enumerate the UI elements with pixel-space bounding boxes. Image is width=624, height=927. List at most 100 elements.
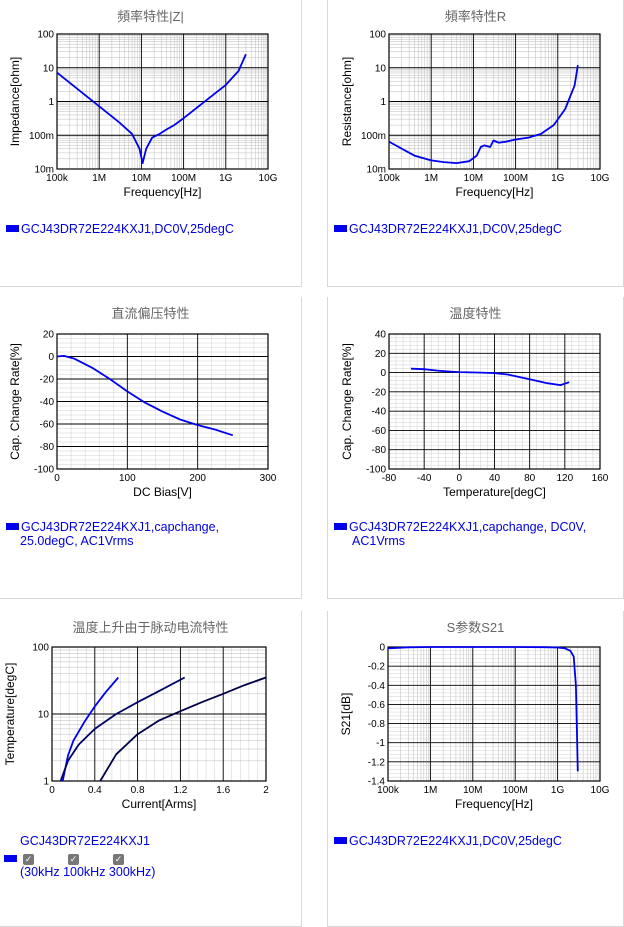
series-line [410,367,570,386]
legend-swatch [4,855,17,862]
y-tick-label: 20 [375,349,387,360]
y-tick-label: -1.2 [368,757,386,768]
legend: GCJ43DR72E224KXJ1 [20,834,150,848]
legend-swatch [6,523,19,530]
y-tick-label: -0.6 [368,700,386,711]
chart-title: 頻率特性R [444,9,507,24]
x-axis-label: Frequency[Hz] [123,185,201,199]
temperature-panel: 温度特性 -80 -40 0 40 80 120 160 40 20 0 -20 -40 -60 -80-… [327,297,624,599]
y-tick-label: -60 [372,426,387,437]
resistance-panel: 頻率特性R 100k 1M 10M 100M 1G 10G 100 10 1 100m 10m Fre… [327,0,624,287]
y-tick-label: 100m [29,131,54,142]
legend-swatch [334,523,347,530]
x-tick-label: 120 [556,473,573,484]
x-tick-label: 40 [489,473,501,484]
series-line [61,676,119,782]
x-tick-label: 80 [524,473,536,484]
y-tick-label: 10 [38,710,50,721]
legend-label: GCJ43DR72E224KXJ1,DC0V,25degC [349,222,562,236]
y-tick-label: -80 [40,442,55,453]
x-tick-label: 10M [132,173,151,184]
temperature-chart: -80 -40 0 40 80 120 16040200-20-40-60-80-100Te… [340,330,609,500]
y-tick-label: -60 [40,420,55,431]
y-tick-label: 10m [35,165,54,176]
legend-swatch [6,225,19,232]
x-tick-label: 300 [260,473,277,484]
x-tick-label: 1G [219,173,233,184]
x-tick-label: 100k [378,173,401,184]
checkbox-30khz[interactable]: ✓ [23,854,34,865]
chart-title: S参数S21 [446,620,505,635]
x-tick-label: 1G [551,173,565,184]
checkbox-100khz[interactable]: ✓ [68,854,79,865]
y-tick-label: 10 [43,63,55,74]
legend[interactable]: GCJ43DR72E224KXJ1,DC0V,25degC [334,222,562,236]
chart-title: 温度上升由于脉动电流特性 [72,620,229,635]
x-tick-label: 100M [503,785,528,796]
y-tick-label: -0.4 [368,681,386,692]
y-axis-label: Resistance[ohm] [340,57,354,146]
series-line [388,64,579,165]
y-axis-label: Impedance[ohm] [8,57,22,146]
y-axis-label: Temperature[degC] [3,663,17,766]
y-tick-label: -20 [40,375,55,386]
x-tick-label: 100 [119,473,136,484]
y-axis-label: Cap. Change Rate[%] [8,343,22,460]
y-tick-label: -40 [372,407,387,418]
legend-swatch [334,225,347,232]
x-tick-label: 100k [46,173,69,184]
legend-label: GCJ43DR72E224KXJ1 [20,834,150,848]
legend-label: GCJ43DR72E224KXJ1,DC0V,25degC [21,222,234,236]
legend[interactable]: GCJ43DR72E224KXJ1,DC0V,25degC [334,834,562,848]
series-line [56,355,234,437]
x-axis-label: Current[Arms] [122,797,197,811]
x-tick-label: 1M [423,785,437,796]
series-line [99,676,267,782]
plot-frame [387,646,601,782]
chart-title: 温度特性 [449,306,502,321]
x-tick-label: 200 [189,473,206,484]
y-tick-label: -1.4 [368,777,386,788]
x-axis-label: Frequency[Hz] [455,185,533,199]
legend[interactable]: GCJ43DR72E224KXJ1,capchange, DC0V, AC1Vr… [334,520,586,548]
x-tick-label: 1M [92,173,106,184]
x-tick-label: 100k [377,785,400,796]
x-tick-label: -80 [382,473,397,484]
series-line [387,646,579,772]
x-tick-label: 2 [263,785,269,796]
legend-label: GCJ43DR72E224KXJ1,DC0V,25degC [349,834,562,848]
y-tick-label: 1 [43,777,49,788]
x-axis-label: Temperature[degC] [443,485,546,499]
x-tick-label: 160 [592,473,609,484]
x-tick-label: -40 [417,473,432,484]
dc-bias-panel: 直流偏压特性 0 100 200 300 20 0 -20 -40 -60 -80 -100 DC B… [0,297,302,599]
y-tick-label: 1 [380,97,386,108]
x-tick-label: 0 [54,473,60,484]
x-tick-label: 1.2 [173,785,187,796]
x-axis-label: DC Bias[V] [133,485,192,499]
impedance-panel: 頻率特性|Z| 100k 1M 10M 100M 1G 10G 100 10 1 100m 10m F… [0,0,302,287]
ripple-current-chart: 0 0.4 0.8 1.2 1.6 2 100 10 1 Current[Arms] Tempera… [3,643,269,812]
plot-frame [388,333,601,470]
s21-panel: S参数S21 100k 1M 10M 100M 1G 10G 0 -0.2 -0.4 -0.6 -0… [327,611,624,927]
plot-frame [56,33,269,170]
x-tick-label: 100M [503,173,528,184]
x-tick-label: 100M [171,173,196,184]
legend[interactable]: GCJ43DR72E224KXJ1,capchange, 25.0degC, A… [6,520,219,548]
chart-title: 頻率特性|Z| [117,9,184,24]
series-line [56,53,247,165]
x-tick-label: 10G [591,785,610,796]
y-tick-label: -80 [372,445,387,456]
plot-frame [51,646,267,782]
y-tick-label: -100 [366,465,386,476]
x-tick-label: 0.4 [88,785,102,796]
y-tick-label: 10 [375,63,387,74]
legend[interactable]: GCJ43DR72E224KXJ1,DC0V,25degC [6,222,234,236]
checkbox-300khz[interactable]: ✓ [113,854,124,865]
x-tick-label: 0 [49,785,55,796]
x-tick-label: 0.8 [131,785,145,796]
x-tick-label: 10M [463,785,482,796]
frequency-checkboxes: ✓ ✓ ✓ [4,851,152,865]
plot-frame [388,33,601,170]
